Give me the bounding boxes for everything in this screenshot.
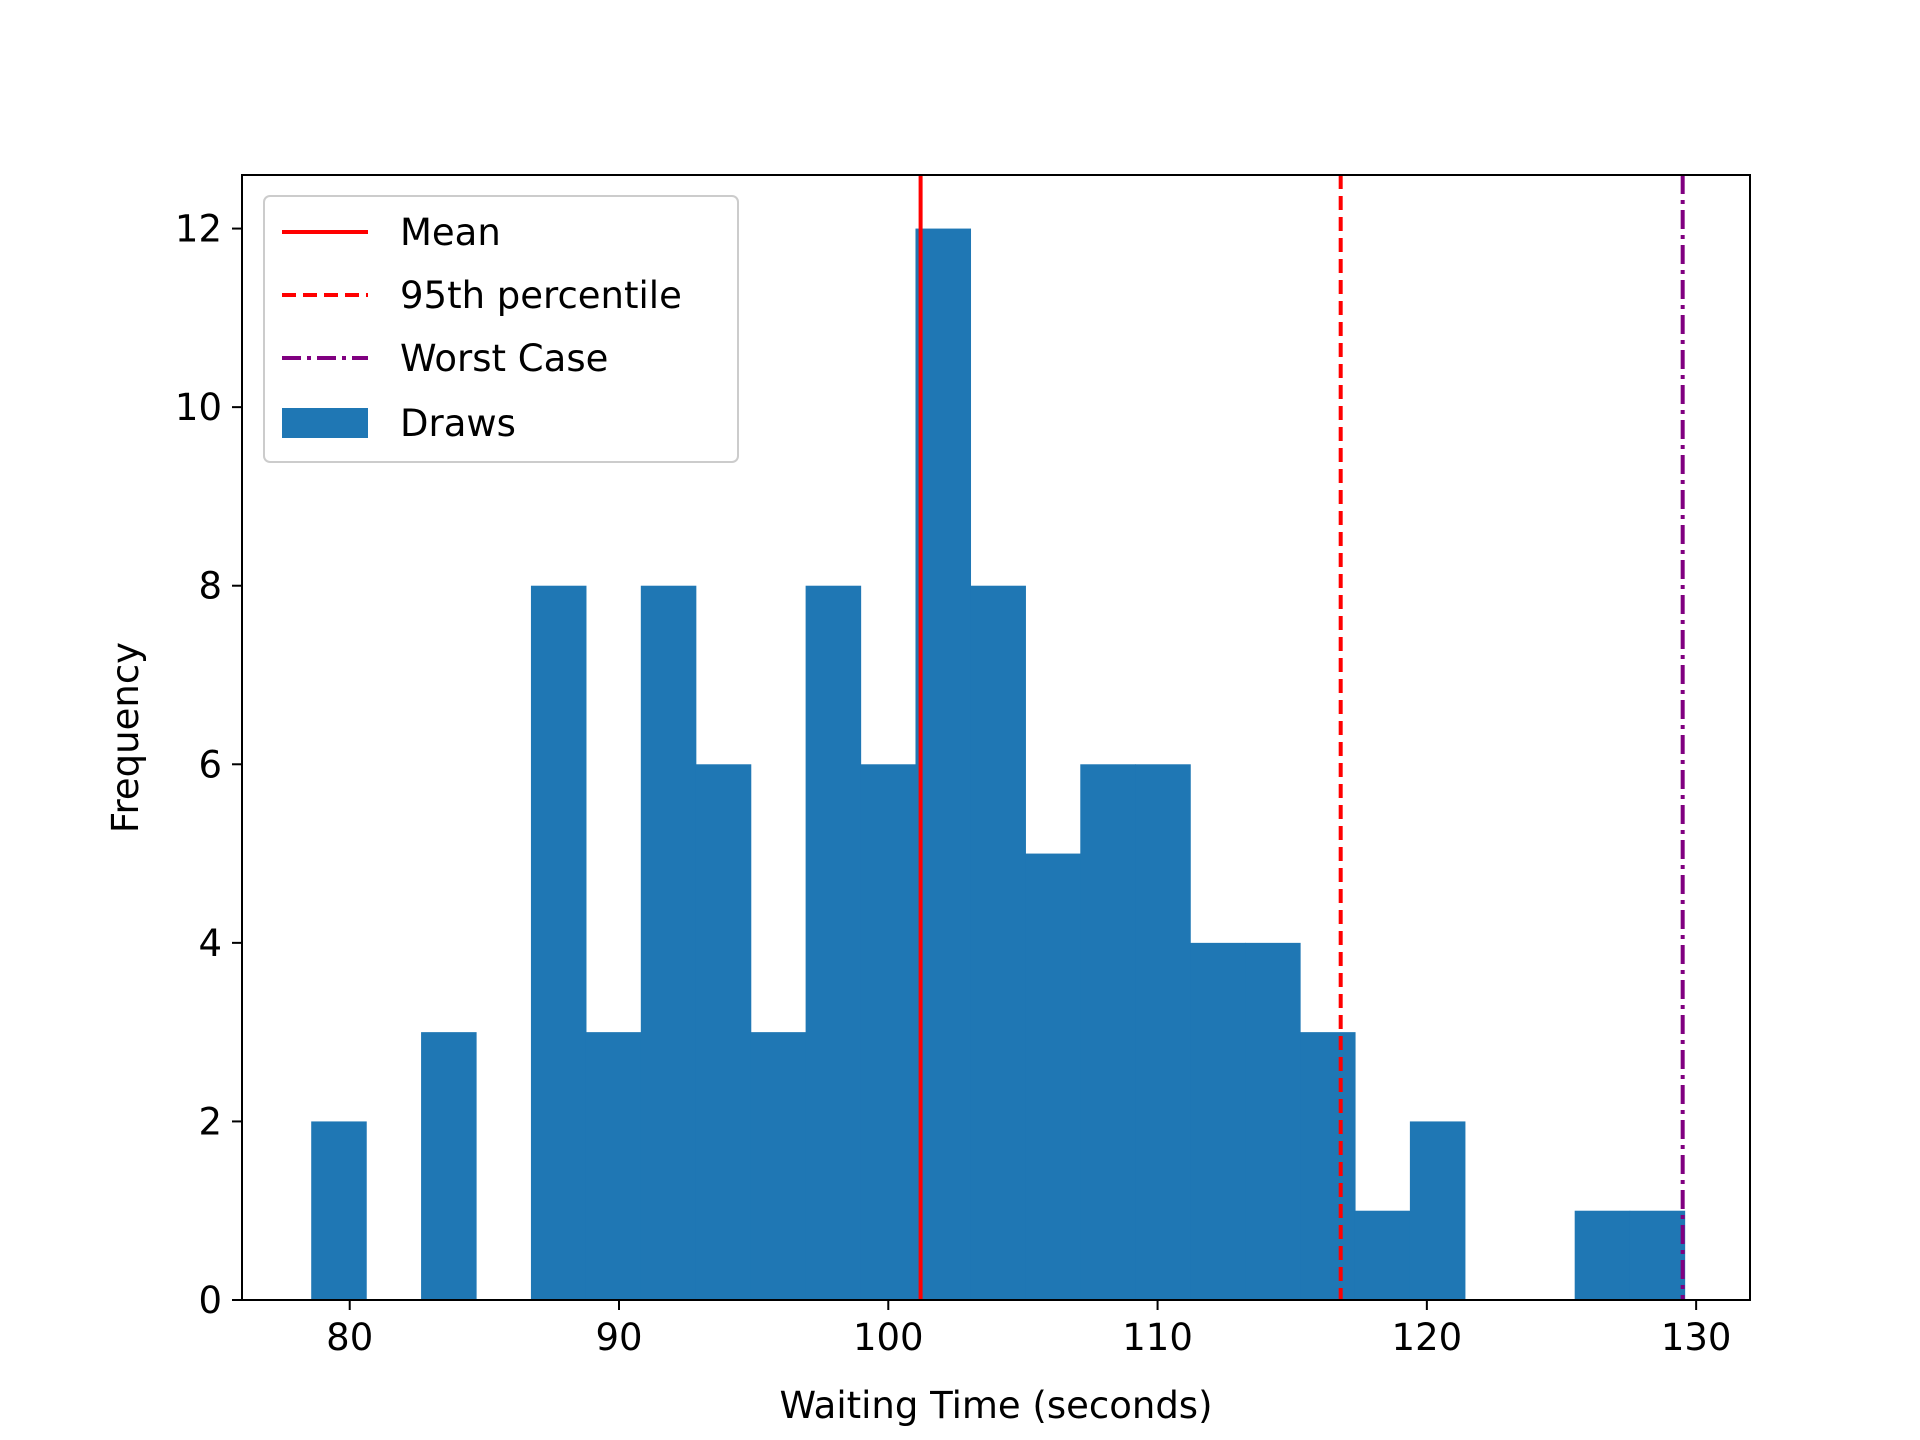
histogram-bar [1080, 764, 1136, 1300]
histogram-bar [915, 228, 972, 1301]
reference-lines-layer [918, 175, 1685, 1300]
legend-mean-label: Mean [400, 211, 501, 254]
histogram-bar [860, 764, 917, 1300]
x-tick-label: 100 [853, 1316, 924, 1359]
histogram-bar [311, 1121, 367, 1300]
x-tick-label: 130 [1661, 1316, 1732, 1359]
histogram-bar [750, 1032, 807, 1300]
histogram-bar [421, 1032, 477, 1300]
y-tick-label: 4 [198, 922, 222, 965]
legend: Mean 95th percentile Worst Case Draws [263, 195, 739, 463]
histogram-bar [1135, 764, 1191, 1300]
y-tick-label: 10 [175, 386, 222, 429]
y-axis-label: Frequency [104, 642, 147, 833]
histogram-bar [585, 1032, 642, 1300]
y-tick-label: 12 [175, 208, 222, 251]
histogram-bar [970, 585, 1026, 1300]
histogram-bar [1574, 1210, 1631, 1300]
x-tick-label: 120 [1392, 1316, 1463, 1359]
x-axis-ticks: 80 90 100 110 120 130 [326, 1300, 1731, 1359]
legend-draws-label: Draws [400, 402, 516, 445]
legend-box [263, 195, 739, 463]
histogram-bar [530, 585, 587, 1300]
histogram-bar [1190, 942, 1246, 1300]
histogram-bar [1025, 853, 1081, 1300]
y-tick-label: 6 [198, 743, 222, 786]
x-tick-label: 90 [595, 1316, 642, 1359]
histogram-bar [1354, 1210, 1411, 1300]
histogram-bar [805, 585, 862, 1300]
histogram-bar [695, 764, 752, 1300]
bars-layer [311, 228, 1686, 1301]
y-tick-label: 2 [198, 1100, 222, 1143]
legend-draws-swatch [282, 408, 368, 438]
histogram-bar [1300, 1032, 1356, 1300]
histogram-bar [1629, 1210, 1686, 1300]
y-tick-label: 0 [198, 1279, 222, 1322]
axes-frame [241, 174, 1751, 1301]
y-tick-label: 8 [198, 565, 222, 608]
histogram-bar [1409, 1121, 1466, 1300]
x-tick-label: 110 [1122, 1316, 1193, 1359]
histogram-bar [1245, 942, 1301, 1300]
x-axis-label: Waiting Time (seconds) [779, 1384, 1212, 1427]
y-axis-ticks: 0 2 4 6 8 10 12 [175, 208, 242, 1322]
histogram-bar [640, 585, 697, 1300]
legend-worst-case-label: Worst Case [400, 337, 608, 380]
x-tick-label: 80 [326, 1316, 373, 1359]
legend-95th-percentile-label: 95th percentile [400, 274, 682, 317]
